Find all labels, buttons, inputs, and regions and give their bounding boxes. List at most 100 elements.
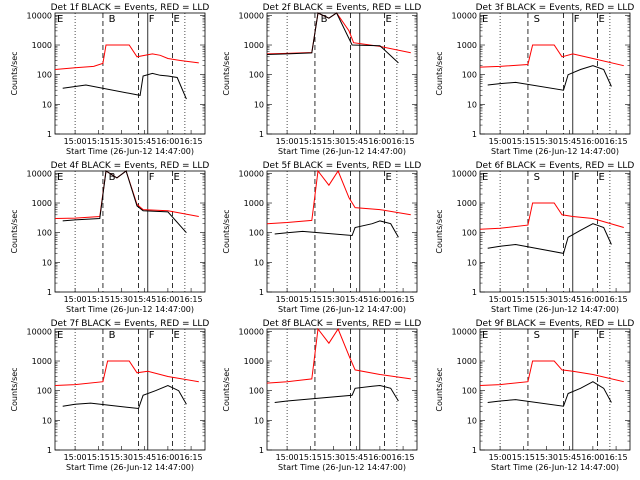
plot-frame [479,328,631,451]
y-tick-label: 100 [37,387,52,396]
x-tick-label: 16:00 [368,137,391,146]
x-tick-label: 15:45 [558,295,581,304]
x-tick-label: 15:45 [345,137,368,146]
plot-frame [266,170,418,293]
y-axis-label: Counts/sec [222,367,231,411]
plot-frame [479,12,631,135]
x-tick-label: 16:15 [392,453,415,462]
y-tick-label: 1 [47,130,52,139]
y-tick-label: 1 [259,130,264,139]
x-tick-label: 16:15 [392,137,415,146]
x-tick-label: 15:15 [87,295,110,304]
y-tick-label: 1 [472,130,477,139]
y-axis-label: Counts/sec [10,367,19,411]
x-tick-label: 15:30 [110,137,133,146]
series-line-lld [479,202,624,230]
y-axis-label: Counts/sec [222,51,231,95]
y-tick-label: 1000 [32,199,52,208]
y-axis-label: Counts/sec [10,51,19,95]
plot-frame [266,328,418,451]
x-tick-label: 15:00 [64,295,87,304]
y-tick-label: 1 [47,288,52,297]
y-tick-label: 10 [467,416,477,425]
x-tick-label: 16:15 [392,295,415,304]
x-tick-label: 16:00 [368,295,391,304]
y-tick-label: 10 [254,100,264,109]
x-tick-label: 16:15 [180,295,203,304]
y-tick-label: 10000 [239,327,264,336]
x-tick-label: 15:30 [535,453,558,462]
x-tick-label: 15:15 [512,295,535,304]
y-tick-label: 10 [254,258,264,267]
region-marker-label: F [574,330,580,341]
panel-title: Det 1f BLACK = Events, RED = LLD [51,3,210,13]
x-tick-label: 15:45 [558,453,581,462]
x-tick-label: 16:15 [180,453,203,462]
x-tick-label: 15:00 [489,453,512,462]
y-tick-label: 100 [249,387,264,396]
region-marker-label: E [599,172,605,183]
x-tick-label: 15:00 [276,137,299,146]
x-tick-label: 15:30 [322,137,345,146]
series-line-lld [479,360,624,386]
region-marker-label: E [57,14,63,25]
y-tick-label: 1000 [244,357,264,366]
x-tick-label: 15:45 [558,137,581,146]
x-tick-label: 15:15 [299,295,322,304]
region-marker-label: E [386,172,392,183]
region-marker-label: E [174,172,180,183]
x-tick-label: 15:00 [64,137,87,146]
x-tick-label: 15:15 [87,137,110,146]
panel-title: Det 9f BLACK = Events, RED = LLD [476,319,635,329]
region-marker-label: E [386,14,392,25]
y-tick-label: 1000 [32,357,52,366]
panel-4: Det 4f BLACK = Events, RED = LLD 1 10 100 10… [10,161,209,314]
x-tick-label: 15:45 [345,453,368,462]
series-line-events [487,223,612,254]
y-tick-label: 100 [249,71,264,80]
series-line-events [487,65,612,91]
x-axis-label: Start Time (26-Jun-12 14:47:00) [66,463,194,472]
region-marker-label: E [174,14,180,25]
panel-title: Det 8f BLACK = Events, RED = LLD [263,319,422,329]
y-tick-label: 10000 [27,327,52,336]
series-line-events [62,170,187,234]
region-marker-label: B [109,172,116,183]
y-tick-label: 10000 [452,327,477,336]
region-marker-label: B [109,14,116,25]
y-tick-label: 100 [462,387,477,396]
region-marker-label: E [482,172,488,183]
region-marker-label: F [149,330,155,341]
series-line-events [62,384,187,410]
y-tick-label: 100 [37,71,52,80]
x-axis-label: Start Time (26-Jun-12 14:47:00) [278,463,406,472]
series-line-events [487,381,612,407]
series-line-events [62,72,187,100]
panel-title: Det 3f BLACK = Events, RED = LLD [476,3,635,13]
panel-title: Det 2f BLACK = Events, RED = LLD [263,3,422,13]
x-tick-label: 15:15 [299,137,322,146]
x-tick-label: 15:00 [64,453,87,462]
y-axis-label: Counts/sec [10,209,19,253]
panel-title: Det 4f BLACK = Events, RED = LLD [51,161,210,171]
y-axis-label: Counts/sec [435,367,444,411]
region-marker-label: F [149,14,155,25]
y-tick-label: 10 [254,416,264,425]
x-tick-label: 16:15 [605,295,628,304]
x-tick-label: 15:30 [322,453,345,462]
region-marker-label: E [482,330,488,341]
y-tick-label: 10 [467,258,477,267]
region-marker-label: F [149,172,155,183]
y-axis-label: Counts/sec [435,209,444,253]
plot-frame [266,12,418,135]
x-tick-label: 16:15 [180,137,203,146]
panel-5: Det 5f BLACK = Events, RED = LLD 1 10 100 10… [222,161,421,314]
y-tick-label: 100 [249,229,264,238]
x-tick-label: 16:00 [156,295,179,304]
x-axis-label: Start Time (26-Jun-12 14:47:00) [491,305,619,314]
y-tick-label: 1 [472,288,477,297]
x-axis-label: Start Time (26-Jun-12 14:47:00) [491,463,619,472]
x-axis-label: Start Time (26-Jun-12 14:47:00) [491,147,619,156]
region-marker-label: S [534,172,540,183]
